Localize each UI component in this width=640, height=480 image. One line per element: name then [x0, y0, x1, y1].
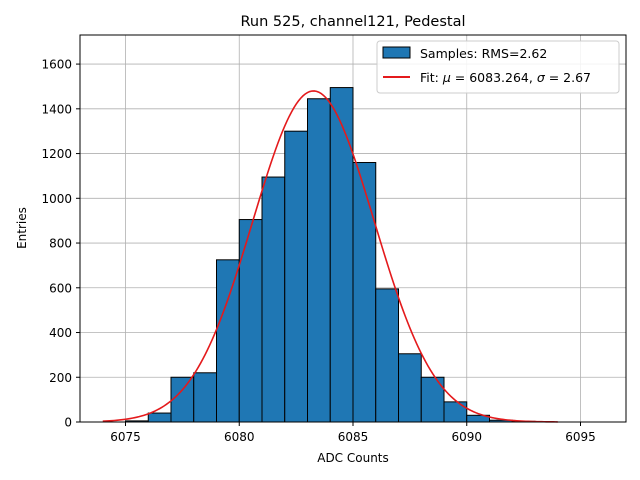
x-tick-label: 6075	[110, 430, 141, 444]
x-axis-ticks: 6075 6080 6085 6090 6095	[110, 422, 596, 444]
histogram-bar	[307, 98, 331, 423]
y-tick-label: 600	[49, 281, 72, 295]
histogram-bar	[443, 401, 468, 423]
legend: Samples: RMS=2.62 Fit: μ = 6083.264, σ =…	[376, 40, 620, 94]
legend-label-fit: Fit: μ = 6083.264, σ = 2.67	[420, 70, 591, 85]
legend-label-samples: Samples: RMS=2.62	[420, 46, 547, 61]
histogram-bar	[238, 219, 263, 423]
x-tick-label: 6080	[224, 430, 255, 444]
y-axis-label: Entries	[15, 207, 29, 249]
histogram-bar	[375, 288, 399, 423]
y-tick-label: 200	[49, 371, 72, 385]
y-tick-label: 800	[49, 237, 72, 251]
legend-box	[376, 40, 620, 94]
x-tick-label: 6085	[338, 430, 369, 444]
chart-title: Run 525, channel121, Pedestal	[240, 14, 465, 30]
y-tick-label: 400	[49, 326, 72, 340]
y-tick-label: 1000	[41, 192, 72, 206]
histogram-bar	[284, 130, 308, 423]
y-tick-label: 1400	[41, 102, 72, 116]
legend-swatch-samples	[382, 46, 411, 59]
fit-curve	[102, 90, 558, 423]
y-tick-label: 1600	[41, 58, 72, 72]
x-axis-label: ADC Counts	[317, 451, 389, 465]
histogram-bar	[261, 176, 286, 423]
histogram-bar	[216, 259, 240, 423]
legend-fit-mu-symbol: μ	[442, 70, 451, 85]
legend-fit-prefix: Fit:	[420, 70, 443, 85]
histogram-bars	[125, 87, 536, 423]
histogram-bar	[329, 87, 354, 423]
histogram-bar	[170, 376, 195, 423]
y-tick-label: 1200	[41, 147, 72, 161]
legend-fit-sigma-value: = 2.67	[545, 70, 591, 85]
histogram-bar	[398, 353, 422, 423]
legend-fit-mu-value: = 6083.264,	[451, 70, 537, 85]
histogram-bar	[147, 412, 172, 423]
legend-fit-sigma-symbol: σ	[537, 70, 546, 85]
y-axis-ticks: 0 200 400 600 800 1000 1200 1400 1600	[41, 58, 80, 430]
x-tick-label: 6095	[565, 430, 596, 444]
histogram-bar	[352, 162, 377, 423]
histogram-bar	[193, 372, 217, 423]
y-tick-label: 0	[64, 416, 72, 430]
fit-curve-group	[102, 90, 558, 423]
x-tick-label: 6090	[451, 430, 482, 444]
